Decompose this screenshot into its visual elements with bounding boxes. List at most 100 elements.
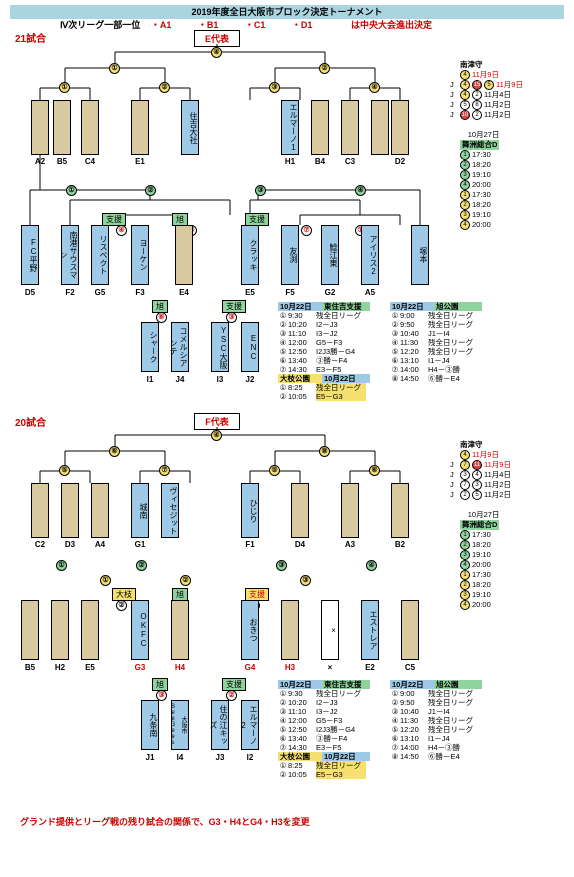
team: 塚本 <box>411 225 429 285</box>
slot: B5 <box>53 157 71 166</box>
slot: I4 <box>171 753 189 762</box>
slot: G1 <box>131 540 149 549</box>
node: ① <box>56 560 67 571</box>
slot: B4 <box>311 157 329 166</box>
slot: D3 <box>61 540 79 549</box>
team <box>281 600 299 660</box>
team: 城南 <box>131 483 149 538</box>
slot: I2 <box>241 753 259 762</box>
team <box>91 483 109 538</box>
slot: H1 <box>281 157 299 166</box>
side-sched-2: 南津守 <box>460 440 483 450</box>
team <box>131 100 149 155</box>
slot: F5 <box>281 288 299 297</box>
team <box>171 600 189 660</box>
team: ヴィセジット <box>161 483 179 538</box>
slot: A4 <box>91 540 109 549</box>
slot: G2 <box>321 288 339 297</box>
team <box>371 100 389 155</box>
sched3: 10月22日東住吉支援 ①9:30残全日リーグ②10:20I2－J3③11:10… <box>278 680 370 779</box>
node: ② <box>145 185 156 196</box>
team <box>31 483 49 538</box>
node: ④ <box>355 185 366 196</box>
side1-rows: 411月9日 J415511月9日 J4211月4日 J5811月2日 J102… <box>450 70 523 120</box>
team: アイリス2 <box>361 225 379 285</box>
slot: A5 <box>361 288 379 297</box>
slot: E1 <box>131 157 149 166</box>
slot: G5 <box>91 288 109 297</box>
team <box>81 100 99 155</box>
node: ④ <box>211 430 222 441</box>
slot: C3 <box>341 157 359 166</box>
node: ② <box>180 575 191 586</box>
slot: I3 <box>211 375 229 384</box>
slot: G3 <box>131 663 149 672</box>
slot: J2 <box>241 375 259 384</box>
node: ② <box>116 600 127 611</box>
node: ④ <box>116 225 127 236</box>
team <box>53 100 71 155</box>
team <box>31 100 49 155</box>
slot: H3 <box>281 663 299 672</box>
node: ③ <box>276 560 287 571</box>
sched4: 10月22日旭公園 ①9:00残全日リーグ②9:50残全日リーグ③10:40J1… <box>390 680 482 761</box>
slot: E5 <box>81 663 99 672</box>
team: ENC <box>241 322 259 372</box>
team: OKFC <box>131 600 149 660</box>
slot: C2 <box>31 540 49 549</box>
slot: A2 <box>31 157 49 166</box>
team <box>341 100 359 155</box>
team <box>401 600 419 660</box>
node: ① <box>66 185 77 196</box>
slot: J3 <box>211 753 229 762</box>
node: ① <box>59 82 70 93</box>
node: ⑦ <box>159 465 170 476</box>
slot: × <box>321 663 339 672</box>
team: FC平野 <box>21 225 39 285</box>
sched1: 10月22日東住吉支援 ①9:30残全日リーグ②10:20I2－J3③11:10… <box>278 302 370 401</box>
slot: B2 <box>391 540 409 549</box>
team <box>21 600 39 660</box>
team <box>291 483 309 538</box>
team: エルマーノ1 <box>281 100 299 155</box>
node: ⑤ <box>59 465 70 476</box>
slot: C4 <box>81 157 99 166</box>
team <box>341 483 359 538</box>
team: コメルシアンテ <box>171 322 189 372</box>
slot: G4 <box>241 663 259 672</box>
slot: F1 <box>241 540 259 549</box>
node: ① <box>100 575 111 586</box>
team: リスペクト <box>91 225 109 285</box>
node: ③ <box>269 82 280 93</box>
side2-rows: 411月9日 J71111月9日 J3411月4日 J7311月2日 J2511… <box>450 450 511 500</box>
node: ② <box>136 560 147 571</box>
slot: D4 <box>291 540 309 549</box>
node: ③ <box>255 185 266 196</box>
side1-times: 10月27日 舞洲総合D 117:30 218:20 319:10 420:00… <box>460 130 499 230</box>
team <box>311 100 329 155</box>
node: ⑧ <box>319 446 330 457</box>
team: 友渕 <box>281 225 299 285</box>
team: ひじり <box>241 483 259 538</box>
node: ④ <box>369 82 380 93</box>
slot: H4 <box>171 663 189 672</box>
team <box>81 600 99 660</box>
team: 鯰江東 <box>321 225 339 285</box>
side2-times: 10月27日 舞洲総合D 117:30 218:20 319:10 420:00… <box>460 510 499 610</box>
slot: F3 <box>131 288 149 297</box>
node: ③ <box>300 575 311 586</box>
team <box>175 225 193 285</box>
node: ⑥ <box>109 446 120 457</box>
node: ④ <box>366 560 377 571</box>
team: シャーク <box>141 322 159 372</box>
sched2: 10月22日旭公園 ①9:00残全日リーグ②9:50残全日リーグ③10:40J1… <box>390 302 482 383</box>
node: ① <box>109 63 120 74</box>
node: ④ <box>211 47 222 58</box>
team: 住の江キッズ <box>211 700 229 750</box>
team: 九条南 <box>141 700 159 750</box>
node: ⑦ <box>301 225 312 236</box>
slot: H2 <box>51 663 69 672</box>
slot: E4 <box>175 288 193 297</box>
team: 大阪市BeeGees <box>171 700 189 750</box>
team <box>391 483 409 538</box>
